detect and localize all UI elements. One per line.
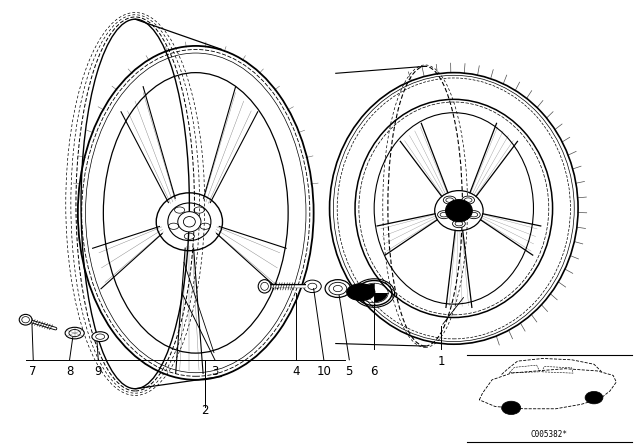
Text: 7: 7: [29, 365, 37, 378]
Ellipse shape: [452, 220, 465, 228]
Text: 4: 4: [292, 365, 300, 378]
Ellipse shape: [467, 211, 480, 219]
Ellipse shape: [438, 211, 451, 219]
Text: 10: 10: [316, 365, 332, 378]
Ellipse shape: [347, 284, 375, 301]
Ellipse shape: [92, 332, 108, 341]
Wedge shape: [374, 293, 388, 302]
Circle shape: [502, 401, 521, 414]
Text: 8: 8: [66, 365, 73, 378]
Text: 6: 6: [371, 365, 378, 378]
Text: 3: 3: [211, 365, 218, 378]
Ellipse shape: [19, 314, 32, 325]
Text: 9: 9: [95, 365, 102, 378]
Text: C005382*: C005382*: [531, 430, 568, 439]
Text: 5: 5: [346, 365, 353, 378]
Circle shape: [585, 392, 603, 404]
Text: 2: 2: [202, 404, 209, 418]
Ellipse shape: [65, 327, 84, 339]
Ellipse shape: [444, 196, 456, 204]
Wedge shape: [361, 284, 374, 293]
Ellipse shape: [445, 200, 472, 222]
Text: 1: 1: [437, 355, 445, 368]
Ellipse shape: [178, 211, 201, 232]
Ellipse shape: [258, 280, 271, 293]
Ellipse shape: [462, 196, 474, 204]
